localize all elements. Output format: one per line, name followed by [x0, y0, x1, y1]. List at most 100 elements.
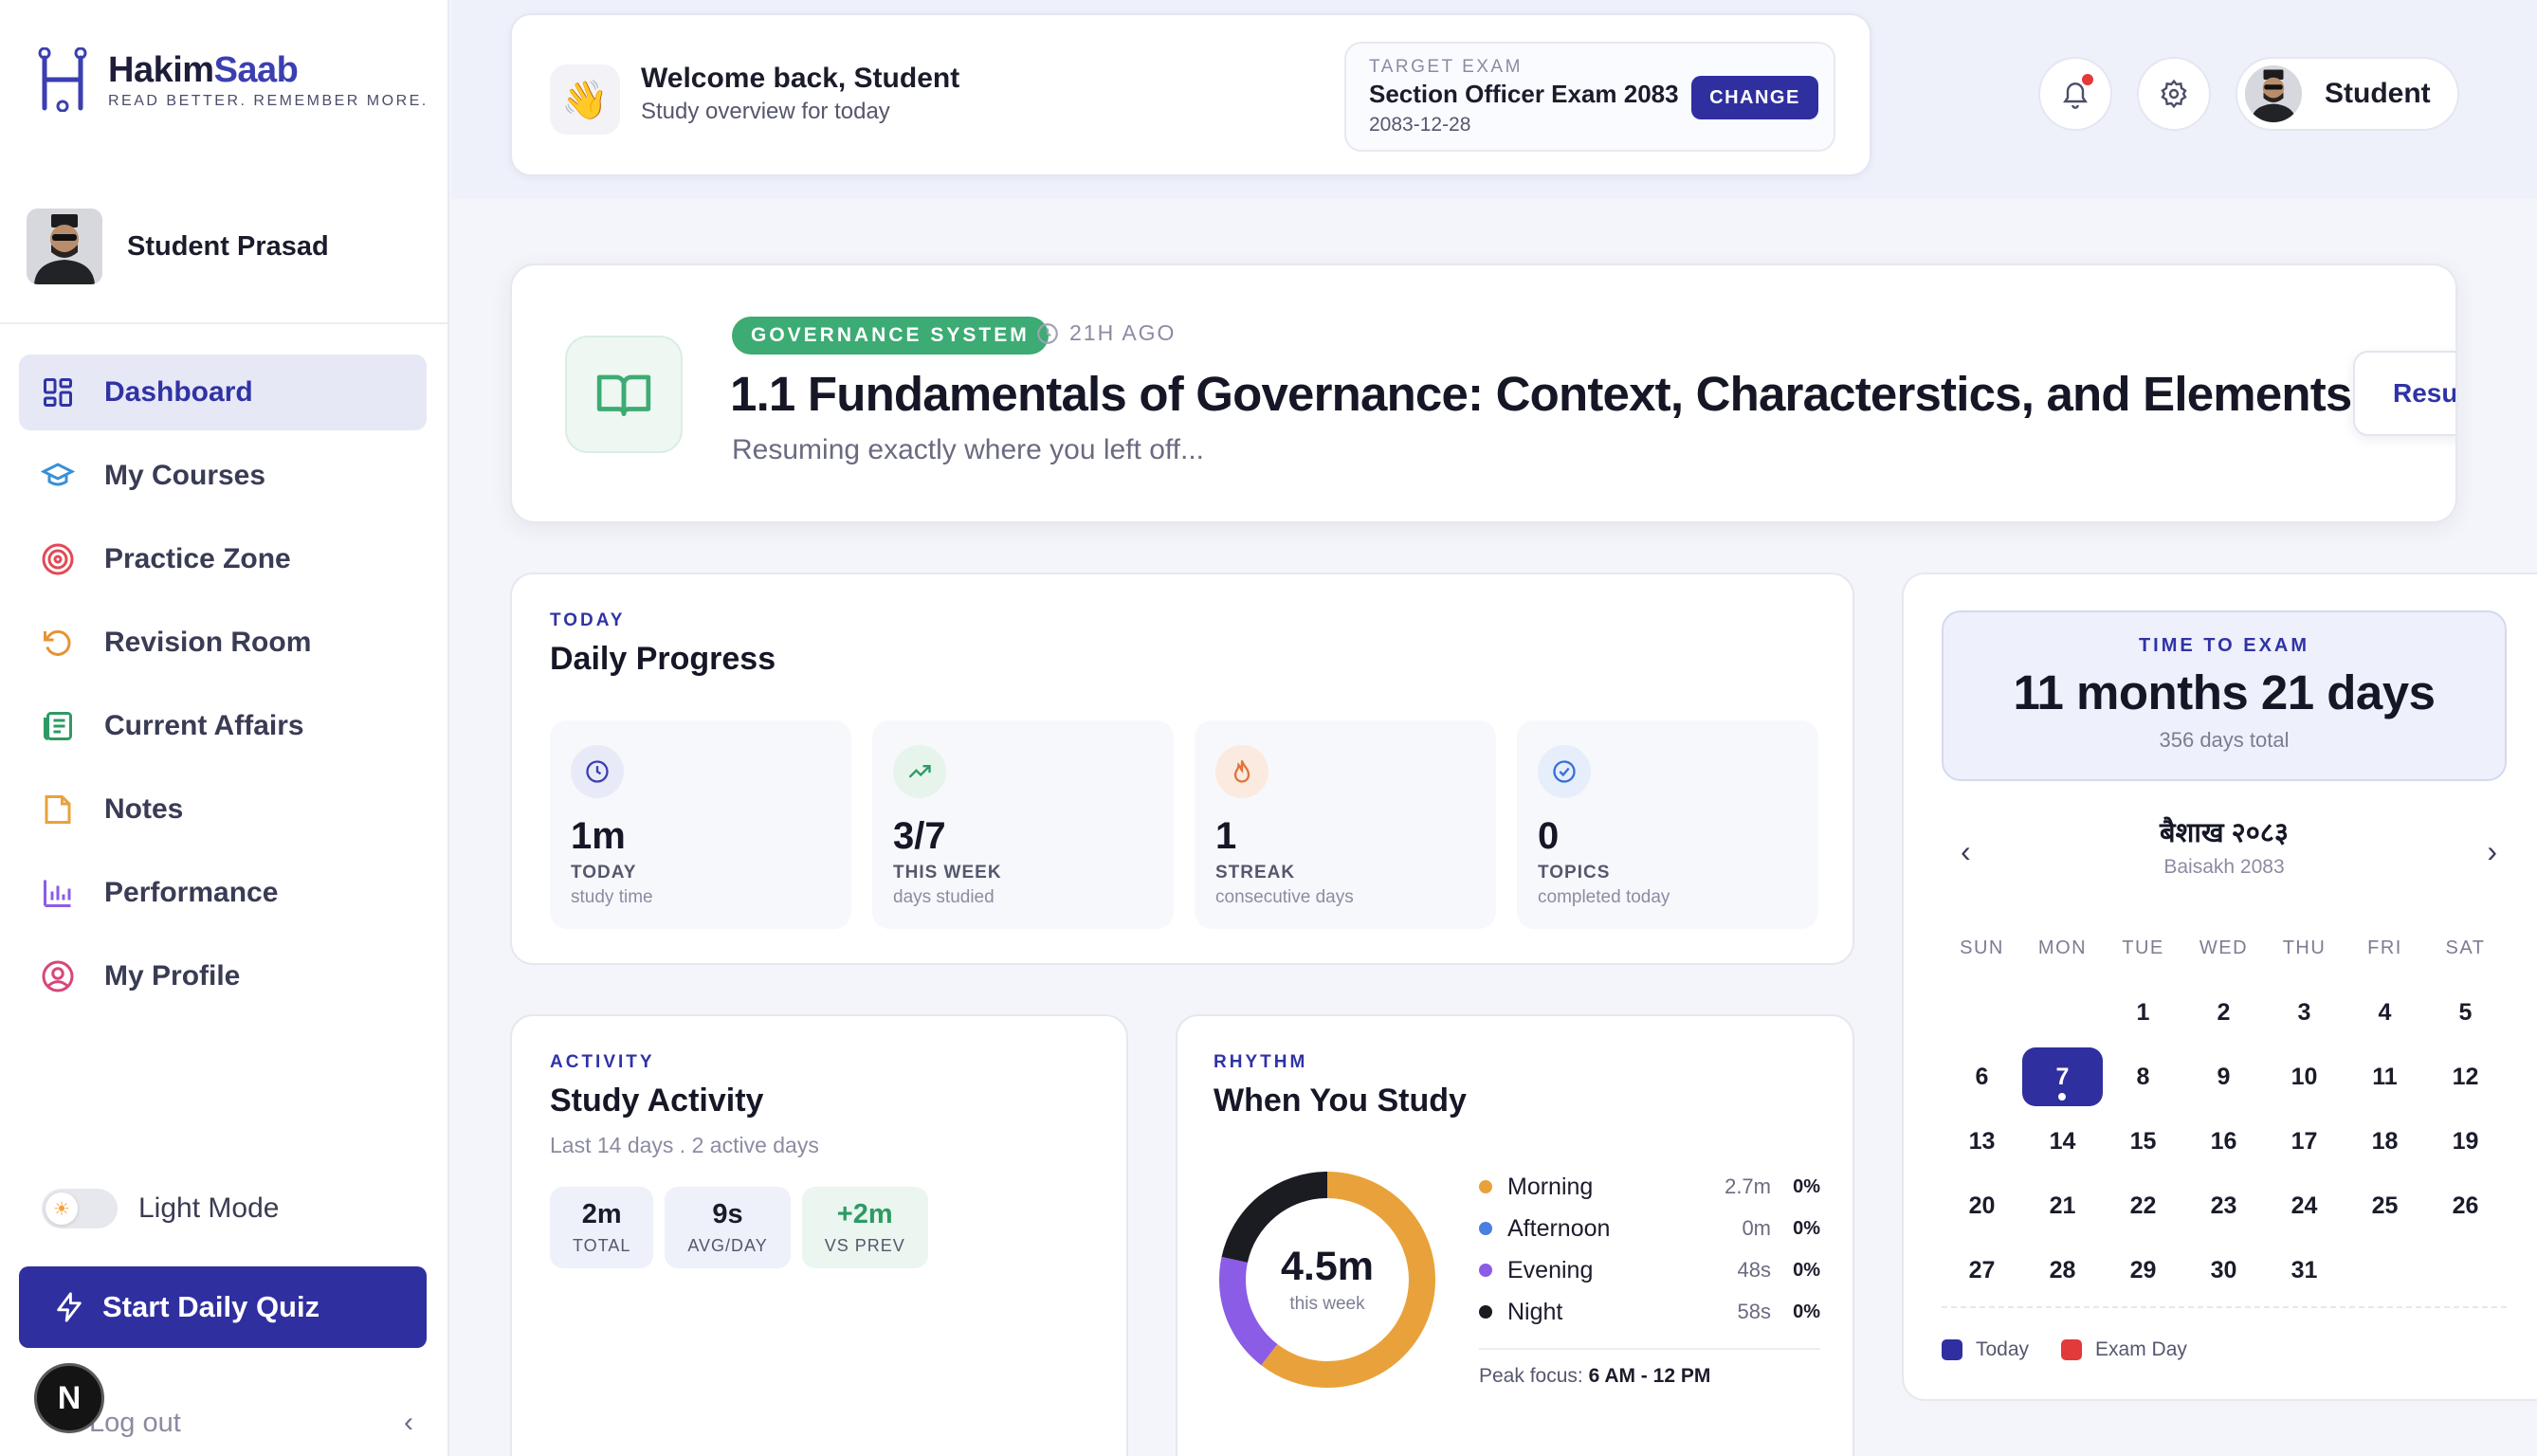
resume-button[interactable]: Resu: [2353, 351, 2455, 436]
calendar-day[interactable]: 27: [1968, 1257, 1996, 1283]
calendar-day[interactable]: 31: [2291, 1257, 2318, 1283]
clock-icon: [571, 745, 624, 798]
logo[interactable]: HakimSaab READ BETTER. REMEMBER MORE.: [38, 47, 429, 112]
activity-total: 2m TOTAL: [550, 1187, 654, 1268]
calendar-day[interactable]: 30: [2210, 1257, 2237, 1283]
user-menu[interactable]: Student: [2236, 57, 2459, 131]
calendar-day[interactable]: 25: [2371, 1192, 2399, 1219]
calendar-day[interactable]: 17: [2291, 1128, 2318, 1155]
calendar-day[interactable]: 20: [1968, 1192, 1996, 1219]
calendar-day[interactable]: 14: [2049, 1128, 2076, 1155]
peak-focus: Peak focus: 6 AM - 12 PM: [1479, 1365, 1820, 1388]
calendar-day[interactable]: 11: [2372, 1064, 2398, 1090]
chevron-left-icon[interactable]: ‹: [1961, 834, 1971, 868]
calendar-day[interactable]: 9: [2217, 1064, 2231, 1090]
activity-title: Study Activity: [550, 1083, 764, 1119]
sidebar-item-dashboard[interactable]: Dashboard: [19, 355, 427, 430]
sidebar-item-current-affairs[interactable]: Current Affairs: [19, 688, 427, 764]
check-circle-icon: [1538, 745, 1591, 798]
calendar-day[interactable]: 19: [2452, 1128, 2479, 1155]
calendar-week-row: 6 7 8 9 10 11 12: [1942, 1045, 2507, 1109]
activity-subtitle: Last 14 days . 2 active days: [550, 1133, 819, 1157]
sidebar-item-my-profile[interactable]: My Profile: [19, 938, 427, 1014]
rhythm-legend: Morning 2.7m 0% Afternoon 0m 0% Evening …: [1479, 1166, 1820, 1388]
sidebar-item-label: Current Affairs: [104, 710, 304, 741]
theme-label: Light Mode: [138, 1192, 280, 1224]
calendar-day[interactable]: 12: [2452, 1064, 2479, 1090]
calendar-week-row: 27 28 29 30 31: [1942, 1238, 2507, 1302]
sidebar-item-performance[interactable]: Performance: [19, 855, 427, 931]
bar-chart-icon: [40, 875, 76, 911]
calendar-day[interactable]: 10: [2291, 1064, 2318, 1090]
activity-avg: 9s AVG/DAY: [665, 1187, 791, 1268]
theme-toggle-row[interactable]: ☀ Light Mode: [42, 1189, 279, 1228]
calendar-day[interactable]: 6: [1975, 1064, 1989, 1090]
mini-value: 2m: [581, 1199, 622, 1229]
gear-icon: [2161, 79, 2187, 109]
sidebar-item-notes[interactable]: Notes: [19, 772, 427, 847]
calendar-day-empty: [2345, 1241, 2425, 1300]
weekday-label: MON: [2037, 937, 2088, 958]
lightning-icon: [57, 1292, 82, 1322]
welcome-subtitle: Study overview for today: [641, 99, 890, 124]
logout-button[interactable]: Log out: [89, 1407, 181, 1438]
calendar-week-row: 20 21 22 23 24 25 26: [1942, 1174, 2507, 1238]
logout-row[interactable]: N Log out ‹: [34, 1363, 413, 1447]
theme-toggle[interactable]: ☀: [42, 1189, 118, 1228]
start-daily-quiz-button[interactable]: Start Daily Quiz: [19, 1266, 427, 1348]
weekday-label: THU: [2282, 937, 2327, 958]
calendar-day[interactable]: 26: [2452, 1192, 2479, 1219]
calendar-day[interactable]: 8: [2136, 1064, 2150, 1090]
calendar-day[interactable]: 22: [2129, 1192, 2157, 1219]
calendar-day[interactable]: 4: [2378, 999, 2392, 1026]
calendar-day[interactable]: 2: [2217, 999, 2231, 1026]
notification-dot: [2082, 74, 2093, 85]
donut-value: 4.5m: [1280, 1244, 1374, 1289]
welcome-card: 👋 Welcome back, Student Study overview f…: [510, 13, 1871, 176]
dashboard-icon: [40, 374, 76, 410]
calendar-day-today[interactable]: 7: [2022, 1047, 2103, 1106]
stat-sub: study time: [571, 887, 653, 907]
calendar-day[interactable]: 15: [2129, 1128, 2157, 1155]
stat-label: STREAK: [1215, 863, 1296, 883]
calendar-day[interactable]: 13: [1968, 1128, 1996, 1155]
calendar-day[interactable]: 16: [2210, 1128, 2237, 1155]
legend-pct: 0%: [1793, 1259, 1820, 1281]
sidebar: HakimSaab READ BETTER. REMEMBER MORE. St…: [0, 0, 449, 1456]
calendar-day[interactable]: 1: [2136, 999, 2150, 1026]
calendar-day[interactable]: 23: [2210, 1192, 2237, 1219]
weekday-label: SAT: [2445, 937, 2486, 958]
rhythm-eyebrow: RHYTHM: [1214, 1052, 1308, 1072]
notifications-button[interactable]: [2038, 57, 2112, 131]
legend-row-afternoon: Afternoon 0m 0%: [1479, 1208, 1820, 1249]
calendar-day[interactable]: 5: [2458, 999, 2473, 1026]
sidebar-item-my-courses[interactable]: My Courses: [19, 438, 427, 514]
calendar-day[interactable]: 28: [2049, 1257, 2076, 1283]
rhythm-title: When You Study: [1214, 1083, 1467, 1119]
calendar-day[interactable]: 18: [2371, 1128, 2399, 1155]
legend-row-evening: Evening 48s 0%: [1479, 1249, 1820, 1291]
study-time-donut: [1219, 1172, 1435, 1388]
sidebar-profile[interactable]: Student Prasad: [27, 209, 329, 284]
calendar-day[interactable]: 29: [2129, 1257, 2157, 1283]
chevron-left-icon[interactable]: ‹: [404, 1407, 413, 1438]
chevron-right-icon[interactable]: ›: [2487, 834, 2497, 868]
change-exam-button[interactable]: CHANGE: [1691, 76, 1818, 119]
when-you-study-card: RHYTHM When You Study 4.5m this week Mor…: [1176, 1014, 1854, 1456]
graduation-cap-icon: [40, 458, 76, 494]
resume-card[interactable]: GOVERNANCE SYSTEM 21H AGO 1.1 Fundamenta…: [510, 264, 2457, 523]
calendar-legend: Today Exam Day: [1942, 1338, 2187, 1361]
sidebar-item-practice-zone[interactable]: Practice Zone: [19, 521, 427, 597]
calendar-day[interactable]: 21: [2049, 1192, 2076, 1219]
sidebar-item-revision-room[interactable]: Revision Room: [19, 605, 427, 681]
calendar-month-english: Baisakh 2083: [2163, 856, 2285, 878]
calendar-day[interactable]: 24: [2291, 1192, 2318, 1219]
weekday-label: FRI: [2367, 937, 2402, 958]
daily-progress-card: TODAY Daily Progress 1m TODAY study time…: [510, 573, 1854, 965]
dev-badge[interactable]: N: [34, 1363, 104, 1433]
activity-eyebrow: ACTIVITY: [550, 1052, 655, 1072]
calendar-day[interactable]: 3: [2297, 999, 2311, 1026]
resume-subtitle: Resuming exactly where you left off...: [732, 434, 1205, 465]
settings-button[interactable]: [2137, 57, 2211, 131]
sidebar-item-label: My Profile: [104, 960, 241, 992]
